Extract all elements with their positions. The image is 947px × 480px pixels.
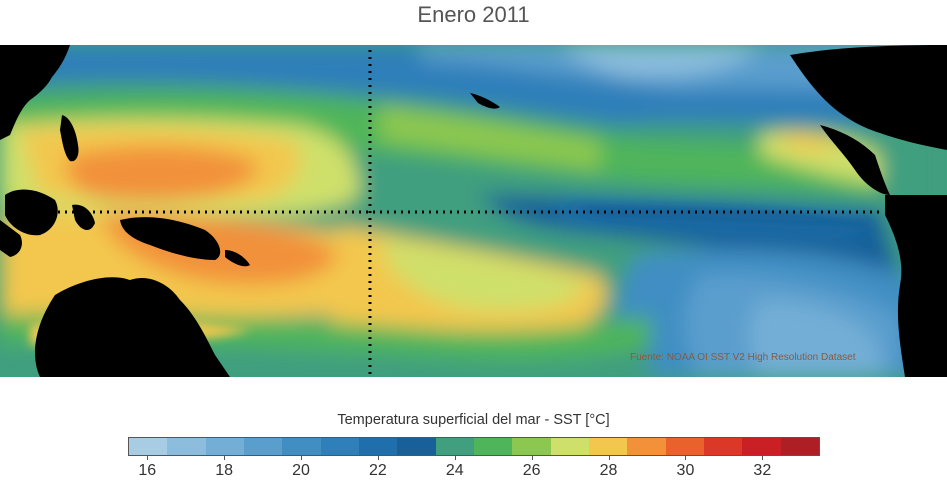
sst-map xyxy=(0,45,947,377)
colorbar-tick-mark xyxy=(531,456,533,460)
colorbar-segment xyxy=(358,438,398,455)
colorbar-tick-mark xyxy=(762,456,764,460)
colorbar-segment xyxy=(435,438,474,455)
land-philippines xyxy=(60,115,79,162)
land-south-america xyxy=(885,195,947,377)
colorbar-tick-label: 18 xyxy=(215,462,234,479)
colorbar-segment xyxy=(205,438,244,455)
colorbar-segment xyxy=(243,438,283,455)
colorbar-tick-label: 26 xyxy=(522,462,541,479)
colorbar-tick-mark xyxy=(608,456,610,460)
map-title: Enero 2011 xyxy=(417,2,530,27)
land-newguinea xyxy=(120,217,221,260)
land-asia xyxy=(0,45,70,140)
land-australia xyxy=(35,277,230,377)
colorbar-tick-label: 16 xyxy=(138,462,157,479)
colorbar xyxy=(128,437,820,456)
colorbar-tick-mark xyxy=(301,456,302,460)
colorbar-segment xyxy=(320,438,359,455)
colorbar-segment xyxy=(780,438,819,455)
colorbar-segment xyxy=(512,438,551,455)
land-solomon xyxy=(225,250,250,267)
colorbar-segment xyxy=(129,438,168,455)
colorbar-tick-mark xyxy=(454,456,456,460)
data-source-note: Fuente: NOAA OI SST V2 High Resolution D… xyxy=(630,352,856,363)
colorbar-segment xyxy=(473,438,513,455)
colorbar-tick-label: 22 xyxy=(368,462,387,479)
colorbar-tick-mark xyxy=(377,456,379,460)
colorbar-segment xyxy=(550,438,589,455)
colorbar-segment xyxy=(588,438,628,455)
land-north-america xyxy=(790,45,947,150)
land-sulawesi xyxy=(72,204,95,231)
colorbar-segment xyxy=(282,438,321,455)
colorbar-tick-label: 24 xyxy=(445,462,464,479)
colorbar-ticks: 16 18 20 22 24 26 28 30 32 xyxy=(0,456,947,480)
land-sumatra xyxy=(0,220,22,257)
colorbar-segment xyxy=(167,438,206,455)
colorbar-tick-label: 32 xyxy=(753,462,772,479)
colorbar-segment xyxy=(627,438,666,455)
colorbar-tick-mark xyxy=(685,456,687,460)
colorbar-tick-mark xyxy=(224,456,226,460)
colorbar-label: Temperatura superficial del mar - SST [°… xyxy=(337,412,610,428)
land-central-america xyxy=(820,125,890,195)
land-masses xyxy=(0,45,947,377)
colorbar-segment xyxy=(397,438,436,455)
colorbar-segment xyxy=(665,438,704,455)
colorbar-tick-label: 20 xyxy=(292,462,310,479)
colorbar-tick-label: 28 xyxy=(599,462,618,479)
colorbar-tick-mark xyxy=(147,456,149,460)
colorbar-segment xyxy=(703,438,743,455)
colorbar-segment xyxy=(742,438,781,455)
land-hawaii xyxy=(470,93,500,109)
colorbar-tick-label: 30 xyxy=(676,462,695,479)
